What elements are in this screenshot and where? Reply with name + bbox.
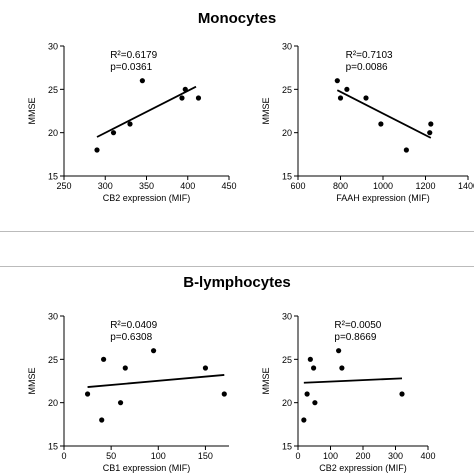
chart-1-x-axis-label: FAAH expression (MIF) <box>336 193 430 203</box>
chart-0-data-point <box>195 95 202 101</box>
chart-1-y-tick-label: 25 <box>282 85 292 95</box>
chart-0-data-point <box>139 78 145 84</box>
chart-3-data-point <box>312 400 318 406</box>
chart-0-p-value-label: p=0.0361 <box>110 62 152 73</box>
chart-1-data-point <box>428 121 434 127</box>
chart-2-p-value-label: p=0.6308 <box>110 332 152 343</box>
chart-0-y-tick-label: 15 <box>48 172 58 182</box>
chart-3-x-axis-label: CB2 expression (MIF) <box>319 463 407 473</box>
chart-3-x-tick-label: 100 <box>323 451 338 461</box>
chart-2-data-point <box>221 391 227 397</box>
chart-2-data-point <box>122 365 128 371</box>
chart-3-x-tick-label: 300 <box>388 451 403 461</box>
chart-3-data-point <box>311 365 317 371</box>
chart-3-data-point <box>304 391 310 397</box>
chart-0-x-axis-label: CB2 expression (MIF) <box>103 193 191 203</box>
chart-0-data-point <box>94 147 100 153</box>
chart-3-y-tick-label: 20 <box>282 398 292 408</box>
chart-2-y-tick-label: 20 <box>48 398 58 408</box>
chart-3-data-point <box>339 365 345 371</box>
chart-0-data-point <box>179 95 185 101</box>
chart-2-data-point <box>117 400 124 406</box>
chart-1-x-tick-label: 1200 <box>415 181 435 191</box>
chart-0-x-tick-label: 300 <box>98 181 113 191</box>
chart-2-regression-line <box>87 374 225 388</box>
chart-1-data-point <box>378 121 384 127</box>
chart-1-data-point <box>337 95 344 101</box>
chart-1-data-point <box>363 95 369 101</box>
chart-2-x-tick-label: 50 <box>106 451 116 461</box>
chart-1-y-axis-label: MMSE <box>261 98 271 125</box>
chart-0-data-point <box>182 86 188 92</box>
chart-1-x-tick-label: 600 <box>290 181 305 191</box>
chart-2-data-point <box>150 348 157 354</box>
chart-3-y-axis-label: MMSE <box>261 368 271 395</box>
chart-0-x-tick-label: 450 <box>221 181 236 191</box>
chart-0-r-squared-label: R²=0.6179 <box>110 50 157 61</box>
chart-1-y-tick-label: 15 <box>282 172 292 182</box>
chart-0-x-tick-label: 350 <box>139 181 154 191</box>
chart-0-x-tick-label: 250 <box>56 181 71 191</box>
chart-0-x-tick-label: 400 <box>180 181 195 191</box>
chart-0-y-axis-label: MMSE <box>27 98 37 125</box>
chart-2-data-point <box>101 356 107 362</box>
chart-1-data-point <box>403 147 409 153</box>
chart-2-y-tick-label: 30 <box>48 312 58 322</box>
section-title-b-lymphocytes: B-lymphocytes <box>183 274 291 291</box>
chart-1-x-tick-label: 800 <box>333 181 348 191</box>
chart-2-x-tick-label: 100 <box>151 451 166 461</box>
chart-2-r-squared-label: R²=0.0409 <box>110 320 157 331</box>
chart-1-data-point <box>344 86 350 92</box>
chart-1-r-squared-label: R²=0.7103 <box>346 50 393 61</box>
chart-3-data-point <box>301 417 307 423</box>
section-title-monocytes: Monocytes <box>197 10 277 27</box>
chart-0-y-tick-label: 30 <box>48 42 58 52</box>
chart-3-y-tick-label: 30 <box>282 312 292 322</box>
chart-1-y-tick-label: 30 <box>282 42 292 52</box>
chart-2-y-tick-label: 15 <box>48 442 58 452</box>
section-divider-top <box>0 231 474 232</box>
chart-1-regression-line <box>336 89 432 139</box>
chart-2-x-axis-label: CB1 expression (MIF) <box>103 463 191 473</box>
chart-0-y-tick-label: 25 <box>48 85 58 95</box>
chart-3-p-value-label: p=0.8669 <box>334 332 376 343</box>
chart-1-data-point <box>334 78 340 84</box>
chart-3-x-tick-label: 400 <box>420 451 435 461</box>
chart-0-data-point <box>110 130 117 136</box>
chart-2-x-tick-label: 0 <box>61 451 66 461</box>
chart-3-y-tick-label: 25 <box>282 355 292 365</box>
chart-2-y-axis-label: MMSE <box>27 368 37 395</box>
chart-0-data-point <box>127 121 133 127</box>
chart-3-regression-line <box>303 377 403 384</box>
chart-1-p-value-label: p=0.0086 <box>346 62 388 73</box>
chart-2-data-point <box>99 417 105 423</box>
chart-3-data-point <box>336 348 342 354</box>
chart-1-x-tick-label: 1400 <box>458 181 474 191</box>
section-divider-bottom <box>0 266 474 267</box>
chart-1-data-point <box>427 130 433 136</box>
chart-3-y-tick-label: 15 <box>282 442 292 452</box>
chart-1-y-tick-label: 20 <box>282 128 292 138</box>
chart-0-y-tick-label: 20 <box>48 128 58 138</box>
chart-2-y-tick-label: 25 <box>48 355 58 365</box>
chart-0-regression-line <box>96 85 197 138</box>
chart-3-r-squared-label: R²=0.0050 <box>334 320 381 331</box>
chart-2-data-point <box>202 365 209 371</box>
chart-1-x-tick-label: 1000 <box>373 181 393 191</box>
chart-3-x-tick-label: 200 <box>355 451 370 461</box>
chart-3-x-tick-label: 0 <box>295 451 300 461</box>
chart-3-data-point <box>399 391 405 397</box>
chart-3-data-point <box>307 356 313 362</box>
chart-2-data-point <box>84 391 91 397</box>
chart-2-x-tick-label: 150 <box>198 451 213 461</box>
